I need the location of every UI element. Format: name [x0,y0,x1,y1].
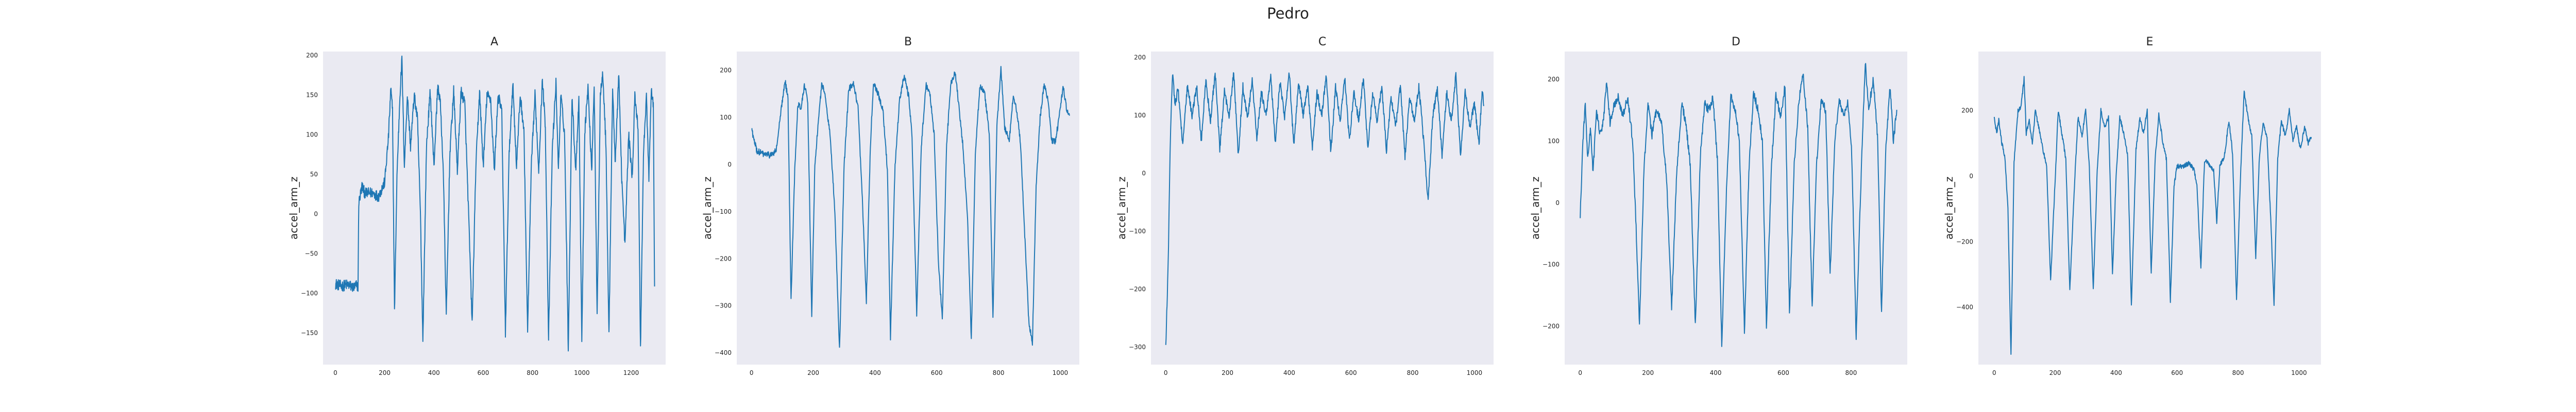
subplot-title: D [1732,36,1740,48]
y-tick-label: 200 [1134,54,1146,61]
y-tick-label: 200 [306,52,318,59]
x-tick-label: 600 [1777,369,1789,376]
x-tick-label: 200 [1222,369,1233,376]
series-line [1993,76,2312,355]
y-tick-label: 100 [1548,138,1560,145]
series-line [751,66,1070,348]
y-tick-label: −400 [1956,304,1973,311]
subplot-title: E [2146,36,2154,48]
y-tick-label: 100 [720,114,732,121]
y-tick-label: −100 [715,208,732,215]
x-tick-label: 200 [1642,369,1654,376]
y-tick-label: 0 [1142,169,1146,177]
x-tick-label: 600 [478,369,489,376]
series-line [1580,63,1897,347]
y-axis-label: accel_arm_z [1115,177,1128,239]
x-tick-label: 1200 [623,369,639,376]
plot-area [323,52,666,365]
x-tick-label: 800 [527,369,538,376]
y-tick-label: −200 [715,255,732,262]
y-tick-label: 150 [306,92,318,99]
suptitle: Pedro [1267,5,1309,22]
y-tick-label: −100 [301,289,318,297]
x-tick-label: 600 [1345,369,1357,376]
y-tick-label: −200 [1129,286,1146,293]
x-tick-label: 400 [869,369,881,376]
y-tick-label: 50 [310,171,318,178]
x-tick-label: 0 [750,369,754,376]
x-tick-label: 800 [2232,369,2244,376]
x-tick-label: 0 [1992,369,1996,376]
x-tick-label: 1000 [1467,369,1483,376]
y-tick-label: −300 [1129,344,1146,351]
y-tick-label: 100 [306,131,318,139]
y-tick-label: −200 [1543,323,1560,330]
x-tick-label: 400 [1710,369,1722,376]
x-tick-label: 0 [1578,369,1582,376]
series-line [335,55,655,352]
x-tick-label: 400 [1283,369,1295,376]
series-line [1165,72,1484,345]
y-tick-label: 0 [1555,199,1560,207]
y-tick-label: −100 [1129,228,1146,235]
x-tick-label: 600 [2171,369,2183,376]
y-tick-label: 200 [1961,107,1973,114]
y-tick-label: 0 [727,161,732,168]
subplot-title: B [904,36,912,48]
y-tick-label: −400 [715,349,732,356]
y-tick-label: 200 [720,67,732,74]
subplot-title: C [1318,36,1326,48]
y-tick-label: −300 [715,302,732,310]
y-tick-label: 200 [1548,76,1560,83]
y-axis-label: accel_arm_z [1529,177,1541,239]
x-tick-label: 1000 [574,369,590,376]
x-tick-label: 400 [2110,369,2122,376]
x-tick-label: 200 [379,369,391,376]
x-tick-label: 800 [1407,369,1419,376]
x-tick-label: 600 [931,369,943,376]
x-tick-label: 0 [1164,369,1168,376]
subplot-title: A [490,36,498,48]
y-tick-label: −100 [1543,261,1560,268]
plot-area [1565,52,1907,365]
x-tick-label: 1000 [1053,369,1069,376]
y-tick-label: −150 [301,329,318,336]
y-tick-label: 0 [1969,173,1973,180]
y-tick-label: 100 [1134,112,1146,119]
x-tick-label: 0 [333,369,337,376]
y-tick-label: −200 [1956,238,1973,245]
x-tick-label: 200 [807,369,819,376]
y-tick-label: −50 [305,250,318,258]
plot-area [1151,52,1494,365]
y-axis-label: accel_arm_z [701,177,714,239]
x-tick-label: 800 [993,369,1005,376]
y-axis-label: accel_arm_z [1943,177,1955,239]
x-tick-label: 200 [2049,369,2061,376]
x-tick-label: 800 [1845,369,1857,376]
y-axis-label: accel_arm_z [287,177,300,239]
x-tick-label: 400 [428,369,440,376]
x-tick-label: 1000 [2291,369,2307,376]
y-tick-label: 0 [314,211,318,218]
